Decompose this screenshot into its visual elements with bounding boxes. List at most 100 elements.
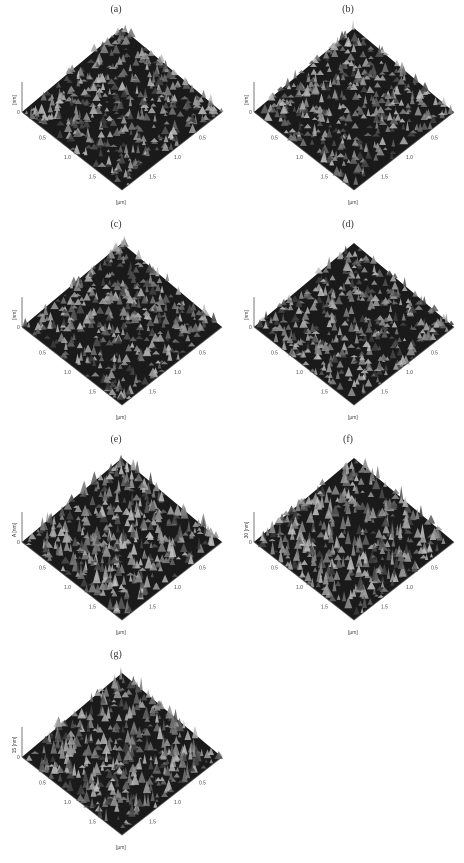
x-tick-label: 0.5 bbox=[39, 351, 46, 357]
surface-base bbox=[22, 28, 222, 190]
y-tick-label: 1.0 bbox=[406, 155, 413, 161]
y-tick-label: 1.5 bbox=[381, 390, 388, 396]
y-tick-label: 1.0 bbox=[174, 155, 181, 161]
axis-edges bbox=[21, 111, 223, 191]
y-tick-label: 1.5 bbox=[149, 605, 156, 611]
afm-panel-b: (b) [nm] 0 0.5 1.0 1.5 1.5 1.0 0.5 [µm] bbox=[232, 0, 464, 215]
surface-peaks bbox=[260, 20, 454, 185]
surface-base bbox=[22, 243, 222, 405]
axis-edges bbox=[253, 541, 455, 621]
y-tick-label: 1.0 bbox=[174, 800, 181, 806]
x-axis-label: [µm] bbox=[116, 415, 126, 421]
afm-surface-plot: [nm] 0 0.5 1.0 1.5 1.5 1.0 0.5 [µm] bbox=[244, 243, 455, 421]
x-axis-label: [µm] bbox=[116, 630, 126, 636]
z-tick-label: 0 bbox=[249, 325, 252, 331]
x-tick-label: 0.5 bbox=[271, 136, 278, 142]
axis-edges bbox=[253, 111, 455, 191]
afm-surface-plot: [nm] 0 0.5 1.0 1.5 1.5 1.0 0.5 [µm] bbox=[12, 235, 223, 421]
y-tick-label: 0.5 bbox=[431, 136, 438, 142]
afm-panel-d: (d) [nm] 0 0.5 1.0 1.5 1.5 1.0 0.5 [µm] bbox=[232, 215, 464, 430]
afm-panel-c: (c) [nm] 0 0.5 1.0 1.5 1.5 1.0 0.5 [µm] bbox=[0, 215, 232, 430]
z-axis-label: 15 [nm] bbox=[12, 736, 18, 753]
x-axis-label: [µm] bbox=[348, 200, 358, 206]
y-tick-label: 1.0 bbox=[174, 585, 181, 591]
x-tick-label: 1.0 bbox=[64, 155, 71, 161]
x-tick-label: 1.5 bbox=[89, 175, 96, 181]
y-tick-label: 1.0 bbox=[406, 370, 413, 376]
z-tick-label: 0 bbox=[17, 755, 20, 761]
y-tick-label: 0.5 bbox=[199, 566, 206, 572]
surface-base bbox=[22, 673, 222, 835]
x-tick-label: 1.0 bbox=[296, 585, 303, 591]
surface-base bbox=[254, 28, 454, 190]
afm-surface-plot: A [nm] 0 0.5 1.0 1.5 1.5 1.0 0.5 [µm] bbox=[12, 454, 223, 636]
z-tick-label: 0 bbox=[17, 540, 20, 546]
y-tick-label: 0.5 bbox=[431, 566, 438, 572]
x-tick-label: 1.0 bbox=[296, 155, 303, 161]
x-tick-label: 1.0 bbox=[64, 800, 71, 806]
surface-peaks bbox=[257, 458, 446, 615]
x-tick-label: 0.5 bbox=[39, 136, 46, 142]
x-tick-label: 1.5 bbox=[321, 605, 328, 611]
z-axis-label: 30 [nm] bbox=[244, 521, 250, 538]
axis-edges bbox=[21, 756, 223, 836]
afm-surface-plot: 15 [nm] 0 0.5 1.0 1.5 1.5 1.0 0.5 [µm] bbox=[12, 666, 224, 851]
panel-label: (g) bbox=[110, 649, 122, 660]
y-tick-label: 1.5 bbox=[381, 605, 388, 611]
surface-peaks bbox=[24, 24, 224, 185]
y-tick-label: 0.5 bbox=[199, 351, 206, 357]
y-tick-label: 1.5 bbox=[381, 175, 388, 181]
z-axis-label: [nm] bbox=[244, 95, 250, 105]
z-axis-label: [nm] bbox=[12, 310, 18, 320]
x-tick-label: 0.5 bbox=[271, 351, 278, 357]
panel-label: (d) bbox=[342, 219, 354, 230]
afm-panel-e: (e) A [nm] 0 0.5 1.0 1.5 1.5 1.0 0.5 [µm] bbox=[0, 430, 232, 645]
afm-panel-g: (g) 15 [nm] 0 0.5 1.0 1.5 1.5 1.0 0.5 [µm] bbox=[0, 645, 232, 860]
x-axis-label: [µm] bbox=[348, 415, 358, 421]
z-axis-label: [nm] bbox=[12, 95, 18, 105]
x-axis-label: [µm] bbox=[116, 200, 126, 206]
x-tick-label: 1.5 bbox=[321, 390, 328, 396]
afm-panel-a: (a) [nm] 0 0.5 1.0 1.5 1.5 1.0 0.5 [µm] bbox=[0, 0, 232, 215]
x-axis-label: [µm] bbox=[348, 630, 358, 636]
y-tick-label: 0.5 bbox=[199, 781, 206, 787]
panel-label: (f) bbox=[343, 434, 353, 445]
y-tick-label: 1.5 bbox=[149, 820, 156, 826]
panel-label: (a) bbox=[110, 4, 122, 15]
afm-panel-f: (f) 30 [nm] 0 0.5 1.0 1.5 1.5 1.0 0.5 [µm] bbox=[232, 430, 464, 645]
x-tick-label: 0.5 bbox=[271, 566, 278, 572]
y-tick-label: 1.5 bbox=[149, 175, 156, 181]
surface-peaks bbox=[25, 666, 224, 829]
x-tick-label: 1.0 bbox=[296, 370, 303, 376]
surface-peaks bbox=[256, 245, 455, 397]
surface-peaks bbox=[22, 235, 218, 400]
x-tick-label: 0.5 bbox=[39, 781, 46, 787]
panel-label: (b) bbox=[342, 4, 354, 15]
axis-edges bbox=[21, 326, 223, 406]
x-tick-label: 1.5 bbox=[89, 820, 96, 826]
z-tick-label: 0 bbox=[249, 110, 252, 116]
axis-edges bbox=[21, 541, 223, 621]
x-tick-label: 1.0 bbox=[64, 370, 71, 376]
x-tick-label: 0.5 bbox=[39, 566, 46, 572]
y-tick-label: 1.0 bbox=[174, 370, 181, 376]
x-tick-label: 1.0 bbox=[64, 585, 71, 591]
panel-label: (e) bbox=[110, 434, 122, 445]
y-tick-label: 1.5 bbox=[149, 390, 156, 396]
x-tick-label: 1.5 bbox=[89, 390, 96, 396]
y-tick-label: 1.0 bbox=[406, 585, 413, 591]
z-axis-label: A [nm] bbox=[12, 522, 18, 537]
z-tick-label: 0 bbox=[249, 540, 252, 546]
z-tick-label: 0 bbox=[17, 325, 20, 331]
afm-surface-plot: [nm] 0 0.5 1.0 1.5 1.5 1.0 0.5 [µm] bbox=[12, 24, 224, 206]
afm-surface-plot: 30 [nm] 0 0.5 1.0 1.5 1.5 1.0 0.5 [µm] bbox=[244, 458, 455, 636]
x-tick-label: 1.5 bbox=[321, 175, 328, 181]
x-axis-label: [µm] bbox=[116, 845, 126, 851]
panel-label: (c) bbox=[110, 219, 122, 230]
y-tick-label: 0.5 bbox=[431, 351, 438, 357]
z-axis-label: [nm] bbox=[244, 310, 250, 320]
axis-edges bbox=[253, 326, 455, 406]
y-tick-label: 0.5 bbox=[199, 136, 206, 142]
surface-peaks bbox=[25, 454, 220, 614]
x-tick-label: 1.5 bbox=[89, 605, 96, 611]
